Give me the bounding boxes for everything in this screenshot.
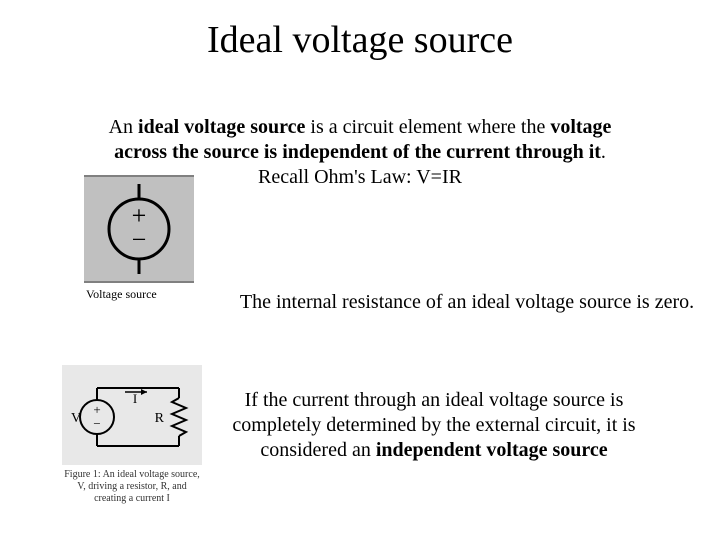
bold-text: ideal voltage source xyxy=(138,116,305,138)
circuit-icon: + − V R I xyxy=(67,370,197,460)
figure-caption: Figure 1: An ideal voltage source, V, dr… xyxy=(62,469,202,505)
svg-text:+: + xyxy=(93,402,100,417)
slide: Ideal voltage source An ideal voltage so… xyxy=(0,0,720,540)
text: . xyxy=(601,141,606,163)
page-title: Ideal voltage source xyxy=(0,18,720,62)
figure-caption: Voltage source xyxy=(84,287,194,302)
svg-text:−: − xyxy=(132,225,147,254)
voltage-source-symbol: + − xyxy=(84,175,194,283)
resistance-statement: The internal resistance of an ideal volt… xyxy=(222,290,712,315)
svg-text:R: R xyxy=(155,411,165,426)
circuit-diagram: + − V R I xyxy=(62,365,202,465)
independent-source-paragraph: If the current through an ideal voltage … xyxy=(224,388,644,463)
text: An xyxy=(109,116,138,138)
bold-text: independent voltage source xyxy=(376,439,608,461)
svg-text:V: V xyxy=(71,411,81,426)
circuit-figure: + − V R I Figure 1: An ideal voltage sou… xyxy=(62,365,202,505)
voltage-source-figure: + − Voltage source xyxy=(84,175,194,302)
text: Recall Ohm's Law: V=IR xyxy=(258,166,462,188)
voltage-source-icon: + − xyxy=(99,184,179,274)
text: is a circuit element where the xyxy=(305,116,550,138)
svg-text:−: − xyxy=(93,416,100,431)
svg-text:I: I xyxy=(133,391,137,406)
